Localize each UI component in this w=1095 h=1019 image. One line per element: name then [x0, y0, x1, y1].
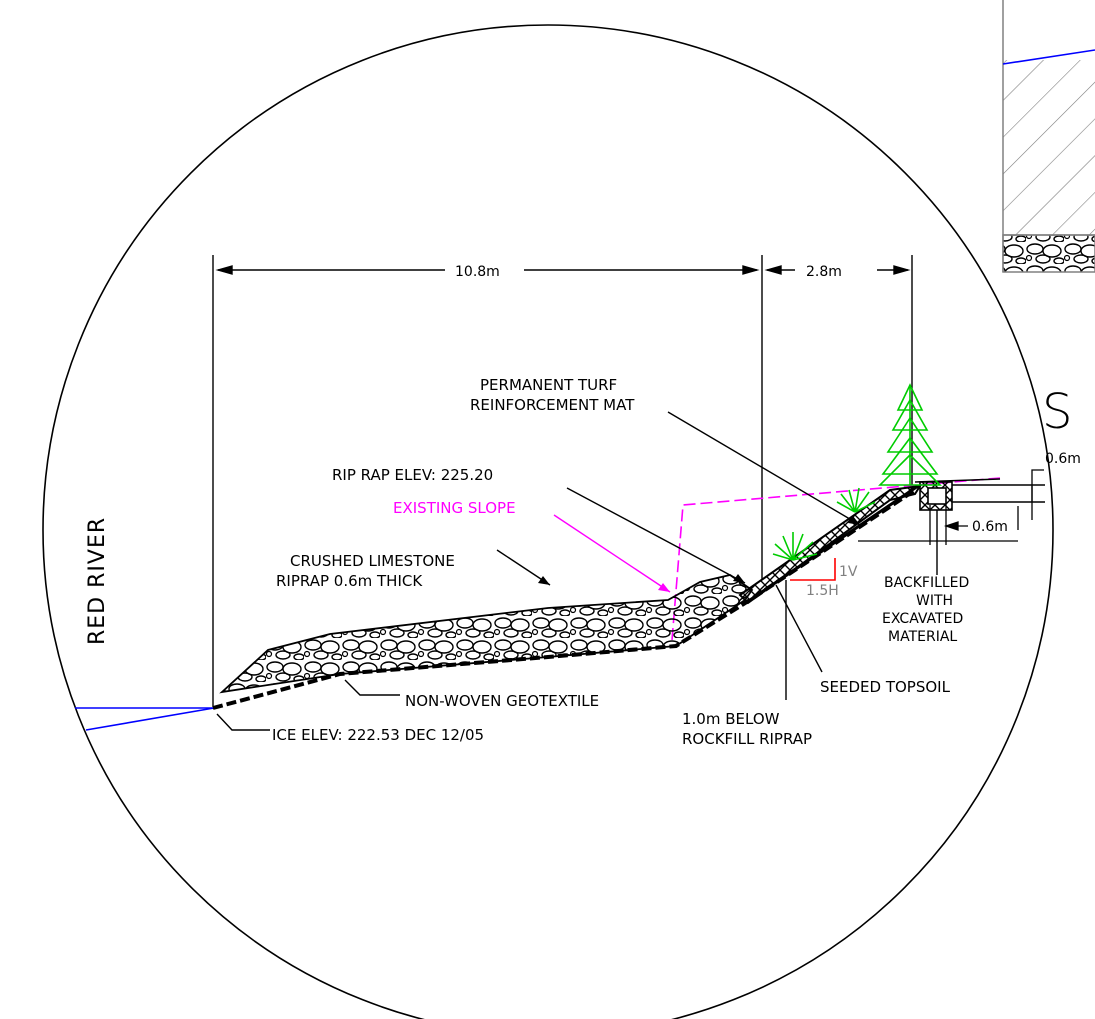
topsoil-surface	[749, 484, 919, 602]
dimension-left: 10.8m	[455, 264, 500, 280]
riprap-elev-label: RIP RAP ELEV: 225.20	[332, 466, 493, 484]
trench-depth-dimension	[858, 469, 1044, 545]
existing-slope-leader	[553, 514, 671, 593]
shrub-icon-upper	[836, 487, 876, 513]
dimension-lines	[212, 255, 913, 707]
turf-mat-label-line1: PERMANENT TURF	[480, 376, 617, 394]
detail-circle	[42, 24, 1054, 1019]
riprap-layer	[219, 574, 754, 694]
backfill-label-line2: WITH	[916, 593, 953, 609]
slope-indicator	[790, 558, 836, 581]
inset-detail	[1002, 0, 1095, 273]
section-title-letter: S	[1042, 384, 1072, 440]
shrub-icon-lower	[772, 532, 818, 561]
anchor-trench	[914, 478, 1045, 511]
geotextile-label: NON-WOVEN GEOTEXTILE	[405, 692, 599, 710]
backfill-label-line3: EXCAVATED	[882, 611, 963, 627]
slope-vertical-label: 1V	[839, 564, 858, 580]
turf-reinforcement-mat	[738, 484, 922, 605]
leader-lines	[216, 411, 938, 731]
below-riprap-label-line2: ROCKFILL RIPRAP	[682, 730, 812, 748]
trench-depth-label: 0.6m	[1045, 451, 1081, 467]
turf-mat-label-line2: REINFORCEMENT MAT	[470, 396, 635, 414]
existing-slope-label: EXISTING SLOPE	[393, 499, 516, 517]
backfill-label-line4: MATERIAL	[888, 629, 957, 645]
water-surface-lines	[75, 707, 215, 731]
backfill-label-line1: BACKFILLED	[884, 575, 969, 591]
trench-width-label: 0.6m	[972, 519, 1008, 535]
ice-elev-label: ICE ELEV: 222.53 DEC 12/05	[272, 726, 484, 744]
limestone-label-line2: RIPRAP 0.6m THICK	[276, 572, 423, 590]
slope-horizontal-label: 1.5H	[806, 583, 839, 599]
dimension-right: 2.8m	[806, 264, 842, 280]
topsoil-label: SEEDED TOPSOIL	[820, 678, 951, 696]
limestone-label-line1: CRUSHED LIMESTONE	[290, 552, 455, 570]
below-riprap-label-line1: 1.0m BELOW	[682, 710, 780, 728]
river-label: RED RIVER	[85, 517, 110, 645]
tree-icon	[878, 383, 942, 486]
